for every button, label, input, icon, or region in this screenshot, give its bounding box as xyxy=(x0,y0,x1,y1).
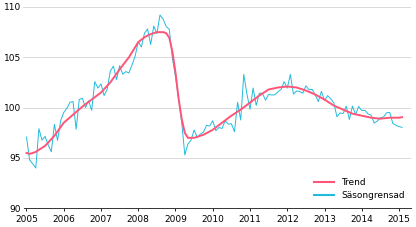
Trend xyxy=(394,116,399,119)
Säsongrensad xyxy=(269,94,274,96)
Säsongrensad xyxy=(394,124,399,127)
Trend xyxy=(114,72,119,75)
Trend xyxy=(154,31,159,34)
Säsongrensad xyxy=(378,116,383,119)
Line: Trend: Trend xyxy=(27,32,402,154)
Säsongrensad xyxy=(24,136,29,138)
Trend xyxy=(378,117,383,120)
Säsongrensad xyxy=(235,101,240,104)
Säsongrensad xyxy=(148,43,153,46)
Trend xyxy=(235,110,240,113)
Trend xyxy=(148,33,153,35)
Säsongrensad xyxy=(158,14,163,16)
Trend xyxy=(400,116,405,118)
Legend: Trend, Säsongrensad: Trend, Säsongrensad xyxy=(314,178,405,200)
Trend xyxy=(27,153,32,155)
Trend xyxy=(269,87,274,90)
Säsongrensad xyxy=(33,167,38,169)
Säsongrensad xyxy=(400,126,405,129)
Trend xyxy=(24,152,29,154)
Säsongrensad xyxy=(114,78,119,81)
Line: Säsongrensad: Säsongrensad xyxy=(27,15,402,168)
